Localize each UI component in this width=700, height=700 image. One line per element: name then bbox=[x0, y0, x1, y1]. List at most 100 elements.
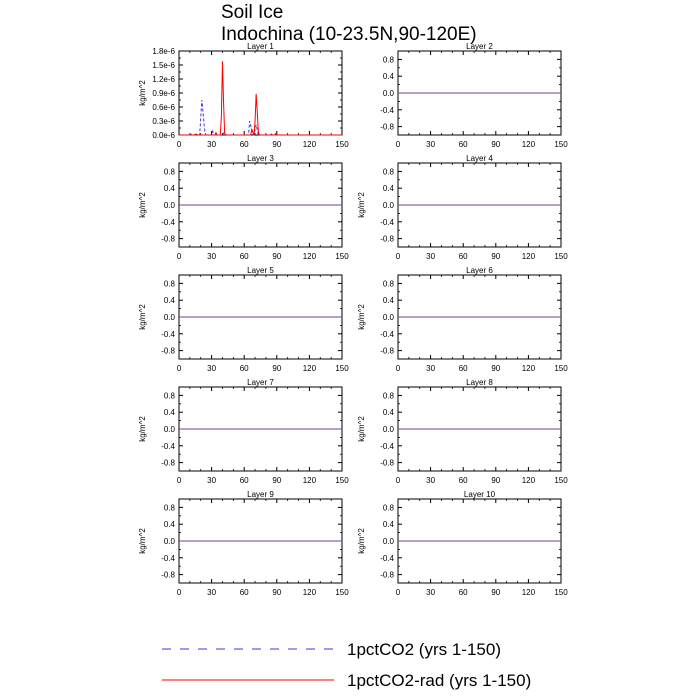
y-tick-label: 0.4 bbox=[383, 296, 395, 305]
panel-title: Layer 8 bbox=[466, 378, 493, 387]
x-tick-label: 0 bbox=[396, 588, 401, 597]
x-tick-label: 120 bbox=[522, 140, 536, 149]
panel-6: Layer 6 0 30 60 90 120 150 -0.8 -0.4 0.0 0.4 0.8 kg/… bbox=[357, 266, 568, 373]
y-tick-label: 0.8 bbox=[164, 279, 176, 288]
x-tick-label: 0 bbox=[177, 364, 182, 373]
y-tick-label: -0.8 bbox=[380, 571, 394, 580]
y-tick-label: 0.0e-6 bbox=[152, 131, 175, 140]
y-tick-label: -0.4 bbox=[380, 106, 394, 115]
y-tick-label: 0.0 bbox=[164, 313, 176, 322]
panel-7: Layer 7 0 30 60 90 120 150 -0.8 -0.4 0.0 0.4 0.8 kg/… bbox=[138, 378, 349, 485]
x-tick-label: 150 bbox=[554, 364, 568, 373]
panel-1: Layer 1 0 30 60 90 120 150 0.0e-6 0.3e-6 0.6e-6 0.… bbox=[138, 42, 349, 149]
x-tick-label: 30 bbox=[426, 252, 435, 261]
x-tick-label: 90 bbox=[272, 588, 281, 597]
x-tick-label: 30 bbox=[207, 588, 216, 597]
y-tick-label: 0.8 bbox=[164, 503, 176, 512]
y-tick-label: 1.5e-6 bbox=[152, 61, 175, 70]
y-tick-label: 0.0 bbox=[164, 537, 176, 546]
y-tick-label: -0.8 bbox=[161, 235, 175, 244]
x-tick-label: 0 bbox=[177, 140, 182, 149]
x-tick-label: 60 bbox=[459, 476, 468, 485]
y-axis-label: kg/m^2 bbox=[357, 528, 366, 554]
panel-title: Layer 10 bbox=[464, 490, 496, 499]
x-tick-label: 90 bbox=[491, 364, 500, 373]
chart-subtitle: Indochina (10-23.5N,90-120E) bbox=[221, 24, 477, 45]
x-tick-label: 90 bbox=[491, 476, 500, 485]
x-tick-label: 150 bbox=[554, 140, 568, 149]
x-tick-label: 0 bbox=[396, 476, 401, 485]
y-axis-label: kg/m^2 bbox=[138, 192, 147, 218]
y-tick-label: 0.8 bbox=[383, 279, 395, 288]
y-tick-label: -0.8 bbox=[161, 459, 175, 468]
x-tick-label: 30 bbox=[207, 140, 216, 149]
x-tick-label: 0 bbox=[177, 588, 182, 597]
y-tick-label: 0.4 bbox=[164, 408, 176, 417]
x-tick-label: 60 bbox=[459, 140, 468, 149]
legend: 1pctCO2 (yrs 1-150) 1pctCO2-rad (yrs 1-1… bbox=[162, 640, 531, 690]
x-tick-label: 150 bbox=[554, 252, 568, 261]
x-tick-label: 0 bbox=[396, 252, 401, 261]
x-tick-label: 60 bbox=[240, 140, 249, 149]
y-tick-label: 0.8 bbox=[164, 167, 176, 176]
y-tick-label: -0.4 bbox=[161, 554, 175, 563]
y-tick-label: -0.8 bbox=[380, 347, 394, 356]
series-line-1pctco2 bbox=[179, 99, 342, 136]
panel-title: Layer 1 bbox=[247, 42, 274, 51]
x-tick-label: 150 bbox=[335, 140, 349, 149]
x-tick-label: 150 bbox=[335, 252, 349, 261]
y-tick-label: 0.8 bbox=[164, 391, 176, 400]
y-tick-label: 1.2e-6 bbox=[152, 75, 175, 84]
panel-5: Layer 5 0 30 60 90 120 150 -0.8 -0.4 0.0 0.4 0.8 kg/… bbox=[138, 266, 349, 373]
y-axis-label: kg/m^2 bbox=[138, 416, 147, 442]
x-tick-label: 90 bbox=[491, 588, 500, 597]
x-tick-label: 90 bbox=[272, 364, 281, 373]
y-tick-label: 0.0 bbox=[383, 201, 395, 210]
y-tick-label: -0.8 bbox=[380, 235, 394, 244]
chart-title: Soil Ice bbox=[221, 2, 283, 23]
panel-4: Layer 4 0 30 60 90 120 150 -0.8 -0.4 0.0 0.4 0.8 kg/… bbox=[357, 154, 568, 261]
panel-2: Layer 2 0 30 60 90 120 150 -0.8 -0.4 0.0 0.4 0.8 bbox=[380, 42, 568, 149]
x-tick-label: 150 bbox=[335, 364, 349, 373]
y-tick-label: 0.6e-6 bbox=[152, 103, 175, 112]
y-tick-label: -0.8 bbox=[161, 571, 175, 580]
x-tick-label: 30 bbox=[426, 364, 435, 373]
x-tick-label: 60 bbox=[240, 476, 249, 485]
x-tick-label: 90 bbox=[491, 252, 500, 261]
x-tick-label: 0 bbox=[396, 364, 401, 373]
y-tick-label: 0.9e-6 bbox=[152, 89, 175, 98]
x-tick-label: 0 bbox=[396, 140, 401, 149]
y-axis-label: kg/m^2 bbox=[138, 528, 147, 554]
y-tick-label: -0.4 bbox=[380, 442, 394, 451]
x-tick-label: 30 bbox=[426, 476, 435, 485]
x-tick-label: 30 bbox=[207, 364, 216, 373]
y-tick-label: 0.4 bbox=[383, 184, 395, 193]
panel-title: Layer 9 bbox=[247, 490, 274, 499]
panel-title: Layer 5 bbox=[247, 266, 274, 275]
panel-8: Layer 8 0 30 60 90 120 150 -0.8 -0.4 0.0 0.4 0.8 kg/… bbox=[357, 378, 568, 485]
panels: Layer 10 30 60 90 120 1500.0e-60.3e-60.6e-60.… bbox=[138, 42, 568, 597]
y-tick-label: 0.4 bbox=[164, 184, 176, 193]
panel-title: Layer 3 bbox=[247, 154, 274, 163]
y-tick-label: 0.0 bbox=[383, 425, 395, 434]
x-tick-label: 60 bbox=[240, 364, 249, 373]
y-tick-label: 0.0 bbox=[164, 201, 176, 210]
y-tick-label: 0.8 bbox=[383, 391, 395, 400]
y-tick-label: -0.8 bbox=[161, 347, 175, 356]
y-tick-label: 0.0 bbox=[164, 425, 176, 434]
x-tick-label: 30 bbox=[426, 588, 435, 597]
x-tick-label: 0 bbox=[177, 252, 182, 261]
y-axis-label: kg/m^2 bbox=[138, 80, 147, 106]
y-tick-label: -0.4 bbox=[380, 330, 394, 339]
x-tick-label: 90 bbox=[272, 140, 281, 149]
y-tick-label: -0.8 bbox=[380, 123, 394, 132]
x-tick-label: 90 bbox=[272, 252, 281, 261]
x-tick-label: 0 bbox=[177, 476, 182, 485]
y-axis-label: kg/m^2 bbox=[138, 304, 147, 330]
x-tick-label: 150 bbox=[335, 588, 349, 597]
y-tick-label: 0.0 bbox=[383, 537, 395, 546]
x-tick-label: 60 bbox=[459, 588, 468, 597]
y-axis-label: kg/m^2 bbox=[357, 416, 366, 442]
y-tick-label: 0.3e-6 bbox=[152, 117, 175, 126]
